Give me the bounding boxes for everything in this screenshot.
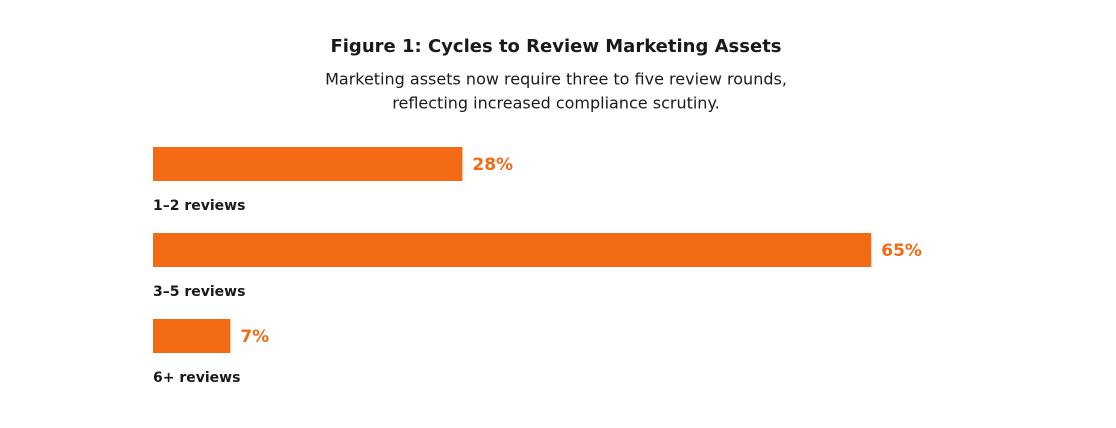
chart-title: Figure 1: Cycles to Review Marketing Ass…: [330, 36, 781, 57]
value-label: 65%: [881, 241, 922, 261]
value-label: 7%: [240, 327, 269, 347]
chart-subtitle: Marketing assets now require three to fi…: [325, 70, 787, 89]
bar: [153, 319, 231, 353]
value-label: 28%: [472, 155, 513, 175]
bar: [153, 147, 463, 181]
category-label: 6+ reviews: [153, 370, 240, 386]
category-label: 3–5 reviews: [153, 284, 245, 300]
category-label: 1–2 reviews: [153, 198, 245, 214]
chart-subtitle: reflecting increased compliance scrutiny…: [392, 94, 719, 113]
bar: [153, 233, 872, 267]
